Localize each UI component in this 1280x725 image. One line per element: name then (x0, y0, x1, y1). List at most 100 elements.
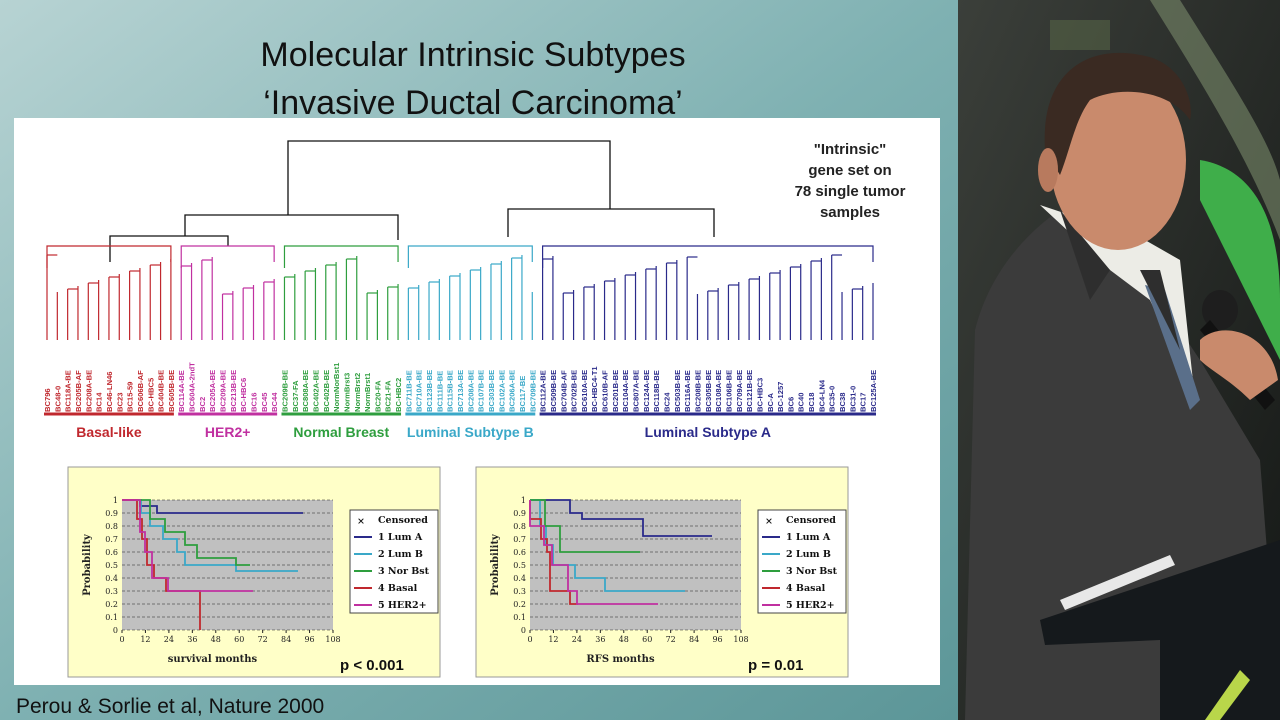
y-axis-label: Probability (490, 533, 501, 596)
annotation: "Intrinsic" (814, 141, 887, 158)
sample-label: BC709B-BE (528, 370, 537, 412)
cluster-name: Normal Breast (293, 424, 389, 440)
sample-label: BC117-BE (518, 376, 527, 412)
annotation: 78 single tumor (795, 183, 906, 200)
legend-label: 5 HER2+ (378, 600, 427, 611)
sample-label: BC709A-BE (735, 370, 744, 412)
sample-label: BC402A-BE (311, 370, 320, 412)
legend-symbol: × (765, 516, 773, 527)
sample-label: BC305B-BE (704, 370, 713, 412)
sample-label: BC121B-BE (745, 370, 754, 412)
sample-label: BC-HBC4-T1 (590, 366, 599, 412)
sample-label: BC20-FA (373, 380, 382, 412)
slide-title: ‘Invasive Ductal Carcinoma’ (263, 84, 683, 122)
legend-box (349, 509, 439, 614)
y-tick-label: 0.8 (513, 522, 526, 531)
sample-label: NormBrst1 (363, 372, 372, 412)
x-tick-label: 24 (572, 635, 582, 644)
dendrogram-branch (407, 245, 533, 268)
y-tick-label: 0.9 (513, 509, 526, 518)
citation: Perou & Sorlie et al, Nature 2000 (16, 695, 324, 718)
sample-label: BC18 (807, 393, 816, 412)
dendrogram-branch (180, 245, 275, 268)
sample-label: BC208A-BE (84, 370, 93, 412)
sample-label: BC31-0 (848, 386, 857, 412)
sample-label: BC702B-BE (570, 370, 579, 412)
legend-label: Censored (378, 515, 428, 526)
sample-label: BC610B-AF (601, 370, 610, 412)
x-tick-label: 84 (281, 635, 291, 644)
y-tick-label: 1 (521, 496, 526, 505)
x-tick-label: 48 (211, 635, 221, 644)
sample-label: BC209B-BE (280, 370, 289, 412)
sample-label: BC21-FA (384, 380, 393, 412)
sample-label: BC209A-BE (219, 370, 228, 412)
sample-label: BC808A-BE (301, 370, 310, 412)
y-tick-label: 0.9 (105, 509, 118, 518)
legend-label: Censored (786, 515, 836, 526)
sample-label: BC23 (115, 393, 124, 412)
x-tick-label: 96 (304, 635, 314, 644)
sample-label: BC205A-BE (208, 370, 217, 412)
p-value: p < 0.001 (340, 657, 404, 674)
cluster-name: Luminal Subtype A (645, 424, 771, 440)
x-tick-label: 0 (527, 635, 532, 644)
y-tick-label: 0.1 (105, 613, 118, 622)
sample-label: BC796 (43, 388, 52, 412)
slide-title: Molecular Intrinsic Subtypes (260, 36, 685, 74)
sample-label: BC-HBC3 (755, 378, 764, 412)
sample-label: BC44 (270, 392, 279, 412)
legend-label: 3 Nor Bst (786, 566, 838, 577)
sample-label: BC16 (250, 393, 259, 412)
x-tick-label: 0 (119, 635, 124, 644)
cluster-name: Luminal Subtype B (407, 424, 534, 440)
x-tick-label: 12 (140, 635, 150, 644)
cluster-name: Basal-like (76, 424, 142, 440)
dendrogram-top (109, 140, 715, 262)
sample-label: BC48-0 (53, 386, 62, 412)
x-tick-label: 72 (666, 635, 676, 644)
sample-label: BC710A-BE (415, 370, 424, 412)
sample-label: BC402B-BE (322, 370, 331, 412)
annotation: gene set on (808, 162, 891, 179)
sample-label: BC17 (859, 393, 868, 412)
sample-label: BC208A-BE (466, 370, 475, 412)
x-tick-label: 24 (164, 635, 174, 644)
x-tick-label: 72 (258, 635, 268, 644)
cluster-name: HER2+ (205, 424, 251, 440)
legend-label: 1 Lum A (378, 532, 423, 543)
dendrogram-branch (283, 245, 399, 268)
sample-label: BC604A-2ndT (188, 362, 197, 412)
sample-label: BC37-FA (291, 380, 300, 412)
sample-label: BC125A-BE (869, 370, 878, 412)
y-tick-label: 0.5 (105, 561, 118, 570)
legend-box (757, 509, 847, 614)
legend-label: 4 Basal (786, 583, 826, 594)
sample-label: BC509B-BE (549, 370, 558, 412)
sample-label: BC14 (95, 392, 104, 412)
x-tick-label: 36 (187, 635, 197, 644)
sample-label: BC116A-BE (683, 370, 692, 412)
dendrogram-branch (542, 245, 874, 268)
x-axis-label: survival months (168, 654, 258, 665)
x-tick-label: 84 (689, 635, 699, 644)
sample-label: BC711B-BE (404, 370, 413, 412)
x-tick-label: 108 (733, 635, 748, 644)
sample-label: BC114A-BE (177, 370, 186, 412)
y-tick-label: 0.5 (513, 561, 526, 570)
y-tick-label: 0.8 (105, 522, 118, 531)
y-axis-label: Probability (82, 533, 93, 596)
y-tick-label: 0 (521, 626, 526, 635)
sample-label: BC503B-BE (673, 370, 682, 412)
sample-label: BC108A-BE (714, 370, 723, 412)
y-tick-label: 0.6 (105, 548, 118, 557)
y-tick-label: 0.7 (513, 535, 526, 544)
y-tick-label: 0.6 (513, 548, 526, 557)
x-tick-label: 60 (234, 635, 244, 644)
legend-label: 4 Basal (378, 583, 418, 594)
y-tick-label: 0.4 (105, 574, 118, 583)
sample-label: BC118A-BE (64, 370, 73, 412)
sample-label: NormNorBst1 (332, 362, 341, 412)
legend-label: 3 Nor Bst (378, 566, 430, 577)
sample-label: NormBrst2 (353, 373, 362, 412)
